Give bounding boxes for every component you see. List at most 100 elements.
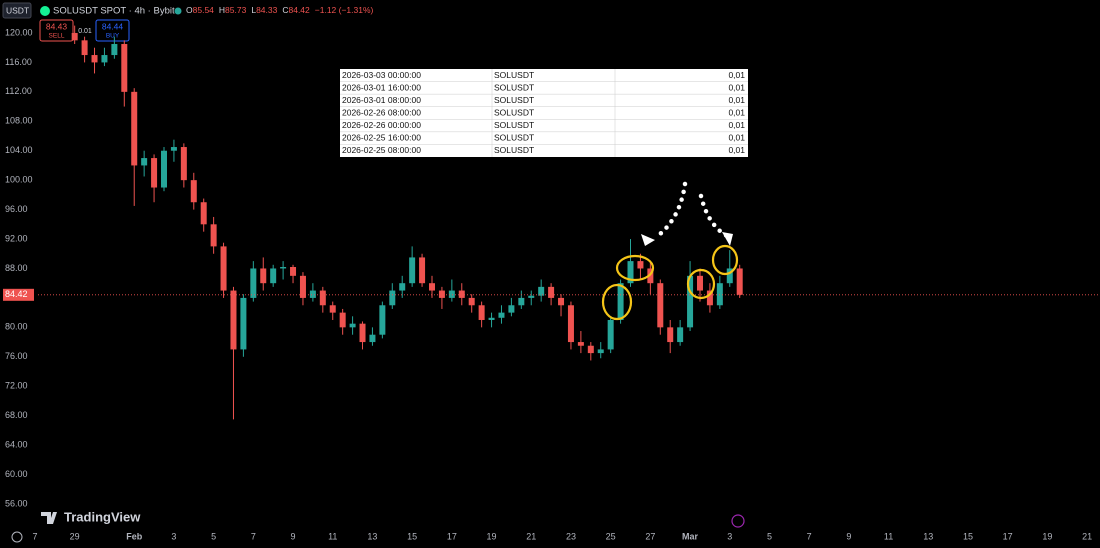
- candle-body: [329, 305, 336, 313]
- x-tick-label: 21: [1082, 531, 1092, 541]
- candle-body: [111, 44, 118, 56]
- table-cell: SOLUSDT: [494, 107, 534, 117]
- table-cell: SOLUSDT: [494, 120, 534, 130]
- candle-body: [190, 180, 197, 203]
- candle-body: [419, 257, 426, 284]
- x-tick-label: 5: [767, 531, 772, 541]
- candle-body: [577, 342, 584, 346]
- candle-body: [299, 275, 306, 298]
- candle-body: [290, 266, 297, 276]
- table-cell: 0,01: [728, 133, 745, 143]
- candle-body: [180, 147, 187, 181]
- ohlc-key: L: [251, 5, 256, 15]
- y-tick-label: 76.00: [5, 351, 28, 361]
- y-tick-label: 56.00: [5, 498, 28, 508]
- candle-body: [528, 295, 535, 298]
- settings-icon[interactable]: [11, 531, 23, 543]
- candle-body: [210, 224, 217, 247]
- x-tick-label: 7: [251, 531, 256, 541]
- ohlc-key: H: [219, 5, 225, 15]
- sell-label[interactable]: SELL: [49, 33, 65, 40]
- x-tick-label: 13: [367, 531, 377, 541]
- candle-body: [667, 327, 674, 343]
- candle-body: [409, 257, 416, 284]
- highlight-circle: [601, 283, 633, 321]
- highlight-circle: [711, 244, 739, 276]
- candle-body: [250, 268, 257, 298]
- x-tick-label: 11: [328, 531, 337, 541]
- candle-body: [478, 305, 485, 320]
- candle-body: [399, 283, 406, 291]
- candle-body: [260, 268, 267, 284]
- candle-body: [131, 91, 138, 166]
- x-tick-label: Feb: [126, 531, 143, 541]
- watermark: TradingView: [64, 509, 141, 524]
- candle-body: [518, 297, 525, 306]
- candle-body: [379, 305, 386, 335]
- candle-body: [657, 283, 664, 328]
- buy-button[interactable]: [95, 19, 130, 42]
- x-tick-label: 9: [291, 531, 296, 541]
- candle-body: [538, 286, 545, 296]
- candle-body: [438, 290, 445, 298]
- symbol-menu-box[interactable]: [2, 2, 32, 19]
- y-tick-label: 72.00: [5, 381, 28, 391]
- candle-body: [498, 312, 505, 318]
- arrow-head: [641, 234, 655, 246]
- y-tick-label: 68.00: [5, 410, 28, 420]
- table-cell: SOLUSDT: [494, 82, 534, 92]
- trade-table: [340, 69, 748, 157]
- highlight-circle: [686, 268, 716, 300]
- y-tick-label: 64.00: [5, 439, 28, 449]
- candle-body: [716, 283, 723, 306]
- candle-body: [617, 283, 624, 320]
- dotted-arrows: [652, 181, 730, 241]
- last-price-tag: [3, 288, 34, 301]
- table-cell: 0,01: [728, 82, 745, 92]
- candle-body: [548, 286, 555, 298]
- x-tick-label: 19: [487, 531, 497, 541]
- sell-price[interactable]: 84.43: [46, 21, 68, 31]
- y-tick-label: 92.00: [5, 233, 28, 243]
- events-icon[interactable]: [731, 514, 745, 528]
- candle-body: [706, 290, 713, 306]
- buy-label[interactable]: BUY: [106, 33, 120, 40]
- candle-body: [141, 158, 148, 166]
- x-tick-label: 11: [884, 531, 893, 541]
- buy-price[interactable]: 84.44: [102, 21, 124, 31]
- table-cell: 2026-03-01 08:00:00: [342, 95, 421, 105]
- symbol-menu[interactable]: USDT: [6, 5, 29, 15]
- candle-body: [587, 345, 594, 354]
- x-tick-label: 13: [923, 531, 933, 541]
- y-tick-label: 88.00: [5, 263, 28, 273]
- x-tick-label: 5: [211, 531, 216, 541]
- x-tick-label: 3: [171, 531, 176, 541]
- highlight-circles: [601, 244, 739, 321]
- table-cell: SOLUSDT: [494, 95, 534, 105]
- x-tick-label: 29: [70, 531, 80, 541]
- table-cell: 0,01: [728, 95, 745, 105]
- symbol-title: SOLUSDT SPOT · 4h · Bybit: [53, 6, 175, 17]
- candle-body: [91, 55, 98, 63]
- table-cell: 0,01: [728, 120, 745, 130]
- symbol-logo: [40, 6, 50, 16]
- candle-body: [151, 158, 158, 188]
- order-quantity[interactable]: 0.01: [78, 28, 92, 35]
- table-cell: SOLUSDT: [494, 133, 534, 143]
- y-tick-label: 120.00: [5, 27, 33, 37]
- candle-body: [726, 268, 733, 284]
- candle-body: [240, 297, 247, 350]
- candle-body: [567, 305, 574, 343]
- sell-button[interactable]: [39, 19, 74, 42]
- table-cell: 2026-03-03 00:00:00: [342, 70, 421, 80]
- candle-body: [736, 268, 743, 295]
- y-tick-label: 96.00: [5, 204, 28, 214]
- candle-body: [101, 55, 108, 63]
- plot-area: 56.0060.0064.0068.0072.0076.0080.0084.00…: [3, 25, 1100, 541]
- table-cell: 2026-02-26 08:00:00: [342, 107, 421, 117]
- y-tick-label: 112.00: [5, 86, 32, 96]
- candle-body: [468, 297, 475, 306]
- candle-body: [677, 327, 684, 343]
